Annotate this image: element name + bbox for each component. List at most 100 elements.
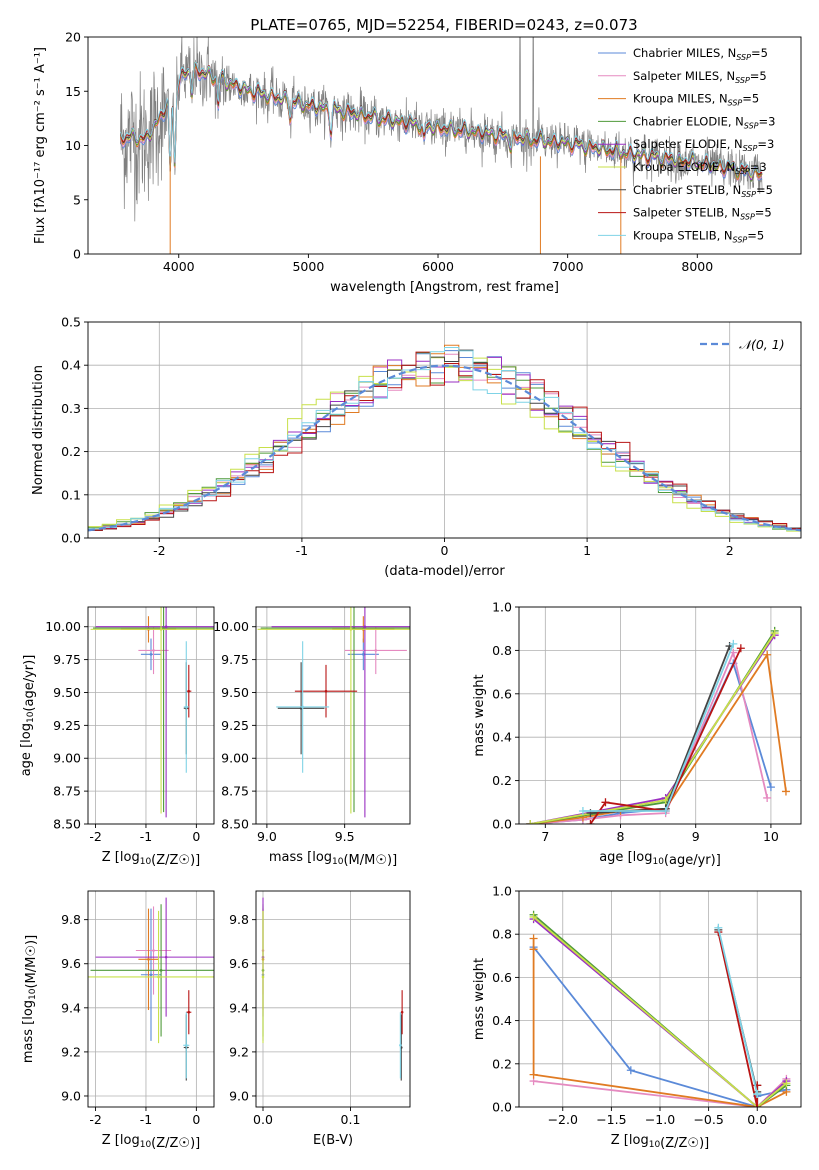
y-tick-label: 15	[65, 84, 81, 99]
plus-marker	[782, 1079, 791, 1088]
y-tick-label: 9.6	[229, 956, 249, 971]
y-tick-label: 20	[65, 30, 81, 45]
x-tick-label: 2	[726, 543, 734, 558]
x-tick-label: -1	[296, 543, 308, 558]
y-tick-label: 0.0	[492, 817, 512, 832]
y-tick-label: 0.8	[492, 643, 512, 658]
y-tick-label: 0	[73, 247, 81, 262]
x-tick-label: -1	[140, 829, 152, 844]
legend-entry: Chabrier STELIB, NSSP=5	[633, 183, 773, 199]
y-tick-label: 9.75	[53, 652, 81, 667]
y-tick-label: 0.0	[492, 1100, 512, 1115]
y-tick-label: 9.8	[229, 912, 249, 927]
plus-marker	[529, 934, 538, 943]
y-tick-label: 0.4	[492, 730, 512, 745]
y-tick-label: 9.6	[61, 956, 81, 971]
mass-weight-line	[533, 918, 787, 1107]
data-point	[184, 705, 188, 709]
data-point	[363, 625, 367, 629]
plus-marker	[770, 629, 779, 638]
x-tick-label: 7000	[552, 259, 584, 274]
x-tick-label: -2	[153, 543, 165, 558]
data-point	[149, 973, 153, 977]
y-tick-label: 1.0	[492, 600, 512, 615]
plus-marker	[766, 783, 775, 792]
mass-weight-line	[530, 634, 776, 824]
y-tick-label: 8.75	[221, 784, 249, 799]
mass-weight-line	[530, 660, 772, 824]
y-tick-label: 9.00	[53, 751, 81, 766]
y-tick-label: 0.3	[61, 401, 81, 416]
plot-area	[88, 897, 214, 1081]
y-tick-label: 9.50	[221, 685, 249, 700]
axes-frame	[255, 606, 411, 825]
mass-weight-line	[532, 946, 787, 1107]
x-tick-label: -2	[89, 1112, 101, 1127]
y-tick-label: 10	[65, 138, 81, 153]
legend-entry: Kroupa ELODIE, NSSP=3	[633, 160, 767, 176]
y-tick-label: 0.6	[492, 970, 512, 985]
x-axis-label: (data-model)/error	[384, 564, 505, 579]
data-point	[362, 653, 365, 656]
y-tick-label: 9.75	[221, 652, 249, 667]
panel-spectrum: 4000 5000 6000 7000 8000 0 5 10 15 20 wavelength […	[33, 30, 802, 295]
x-tick-label: 8000	[681, 259, 713, 274]
data-point	[164, 625, 168, 629]
plus-marker	[661, 806, 670, 815]
x-tick-label: −1.5	[596, 1112, 626, 1127]
x-tick-label: -1	[140, 1112, 152, 1127]
data-point	[159, 628, 163, 631]
plus-marker	[729, 639, 738, 648]
residual-histogram	[88, 357, 801, 532]
x-tick-label: 0	[192, 829, 200, 844]
y-tick-label: 8.75	[53, 784, 81, 799]
plot-area	[261, 897, 404, 1081]
y-axis-label: mass [log10(M/M☉)]	[21, 935, 39, 1063]
plot-area	[529, 910, 791, 1107]
x-tick-label: 1	[583, 543, 591, 558]
x-axis-label: age [log10(age/yr)]	[599, 850, 721, 868]
plus-marker	[736, 644, 745, 653]
x-tick-label: −0.5	[693, 1112, 723, 1127]
x-tick-label: 0	[192, 1112, 200, 1127]
data-point	[147, 958, 150, 961]
data-point	[164, 955, 168, 959]
plus-marker	[626, 1066, 635, 1075]
panel-residuals: -2 -1 0 1 2 0.0 0.1 0.2 0.3 0.4 0.5 (data-model)/er…	[31, 315, 802, 579]
x-tick-label: 9.5	[335, 829, 355, 844]
y-tick-label: 0.4	[61, 358, 81, 373]
data-point	[184, 1043, 188, 1047]
y-tick-label: 9.4	[61, 1000, 81, 1015]
data-point	[187, 689, 191, 693]
residual-histogram	[88, 347, 801, 531]
y-tick-label: 0.1	[61, 487, 81, 502]
y-tick-label: 0.0	[61, 531, 81, 546]
x-axis-label: Z [log10(Z/Z☉)]	[102, 850, 200, 868]
mass-weight-line	[533, 916, 787, 1107]
data-point	[157, 975, 160, 979]
y-axis-label: age [log10(age/yr)]	[19, 655, 37, 777]
panel-mass_weight_vs_age: 7 8 9 10 0.0 0.2 0.4 0.6 0.8 1.0 age [log10(age/yr…	[472, 600, 802, 868]
y-tick-label: 0.2	[492, 773, 512, 788]
axes-frame	[87, 890, 215, 1108]
legend-entry: 𝒩(0, 1)	[739, 337, 785, 352]
x-tick-label: 0	[441, 543, 449, 558]
plus-marker	[529, 1070, 538, 1079]
y-tick-label: 10.00	[45, 619, 81, 634]
plot-area	[88, 344, 801, 532]
x-tick-label: 9.0	[257, 829, 277, 844]
x-axis-label: Z [log10(Z/Z☉)]	[102, 1133, 200, 1151]
panel-age_vs_mass: 9.0 9.5 8.50 8.75 9.00 9.25 9.50 9.75 10.00 mass …	[213, 606, 411, 868]
plus-marker	[763, 793, 772, 802]
legend-entry: Chabrier ELODIE, NSSP=3	[633, 114, 775, 130]
mass-weight-line	[530, 649, 769, 824]
y-tick-label: 10.00	[213, 619, 249, 634]
y-tick-label: 9.25	[221, 718, 249, 733]
x-tick-label: 7	[541, 829, 549, 844]
data-point	[159, 969, 163, 972]
plus-marker	[586, 820, 595, 824]
data-point	[349, 628, 353, 631]
data-point	[149, 653, 153, 656]
plot-area	[90, 607, 214, 818]
